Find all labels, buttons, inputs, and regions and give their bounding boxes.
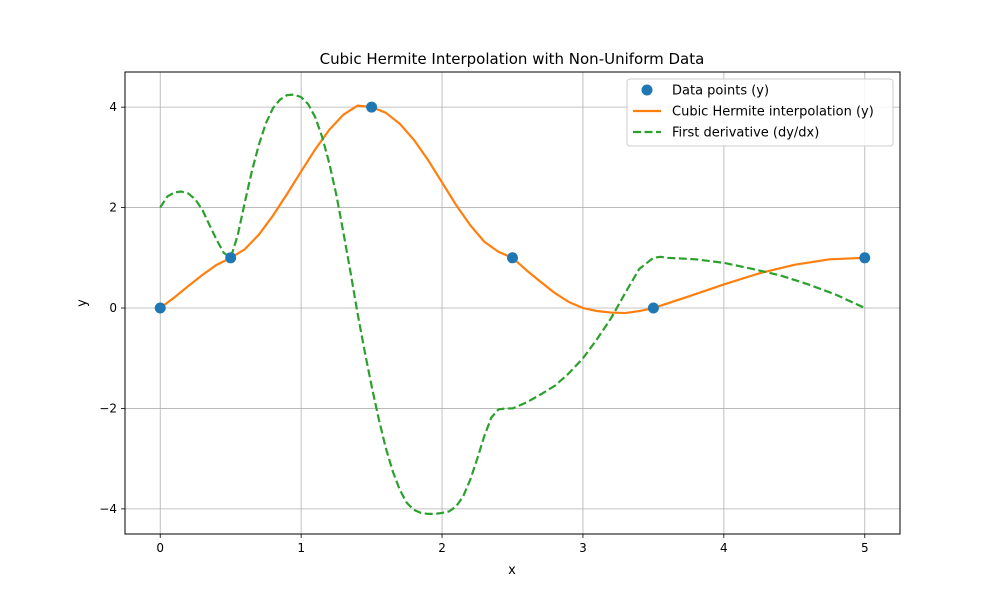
x-tick-label: 5 [861, 541, 869, 555]
legend-label-1: Cubic Hermite interpolation (y) [672, 105, 874, 120]
y-axis-label: y [75, 299, 90, 307]
y-tick-label: 4 [109, 100, 117, 114]
x-axis-label: x [508, 563, 516, 578]
data-point [507, 252, 518, 264]
x-tick-label: 2 [438, 541, 446, 555]
series-line-2 [159, 93, 866, 516]
legend-marker-0 [641, 84, 653, 96]
x-tick-label: 0 [156, 541, 164, 555]
y-tick-label: −2 [99, 401, 117, 415]
x-tick-label: 3 [579, 541, 587, 555]
series-line-1 [159, 104, 865, 315]
data-point [859, 252, 871, 264]
data-point [366, 101, 378, 113]
data-point [154, 302, 166, 314]
legend: Data points (y) Cubic Hermite interpolati… [626, 78, 894, 147]
y-tick-label: 0 [109, 301, 117, 315]
legend-label-2: First derivative (dy/dx) [672, 126, 819, 141]
x-tick-label: 4 [720, 541, 728, 555]
chart-title: Cubic Hermite Interpolation with Non-Uni… [320, 50, 705, 68]
x-tick-label: 1 [297, 541, 305, 555]
y-tick-label: −4 [99, 502, 117, 516]
y-tick-label: 2 [109, 201, 117, 215]
plot-area-frame [124, 71, 901, 535]
legend-label-0: Data points (y) [672, 84, 769, 99]
data-point [647, 302, 659, 314]
data-point [225, 252, 237, 264]
legend-box [626, 78, 894, 147]
